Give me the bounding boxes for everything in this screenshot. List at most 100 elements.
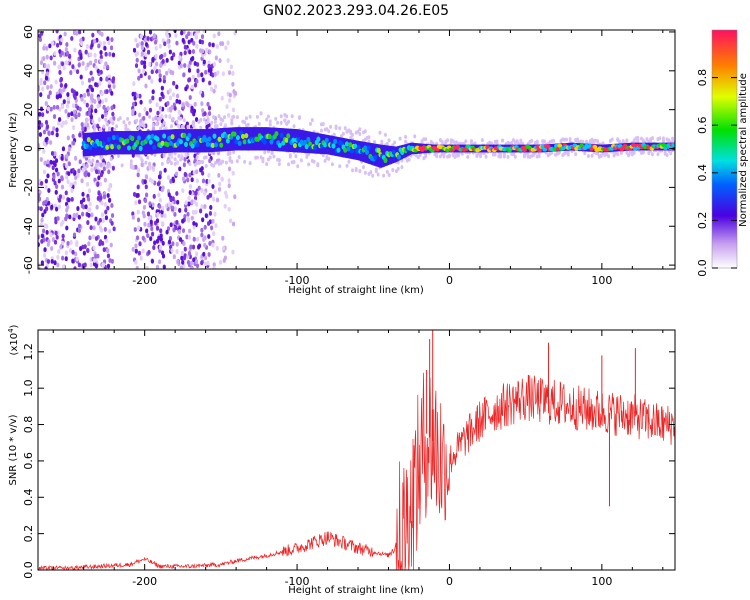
spectrogram-cell <box>48 43 52 49</box>
colorbar-tick-label: 0.4 <box>696 164 709 182</box>
spectrogram-cell <box>232 131 237 137</box>
spectrogram-cell <box>61 61 65 67</box>
spectrogram-cell <box>206 117 210 122</box>
spectrogram-cell <box>38 33 42 39</box>
spectrogram-cell <box>111 52 116 58</box>
spectrogram-cell <box>265 117 269 122</box>
spectrogram-cell <box>140 162 144 167</box>
spectrogram-cell <box>102 162 106 167</box>
spectrogram-cell <box>364 141 366 163</box>
spectrogram-cell <box>188 49 192 55</box>
spectrogram-cell <box>74 251 78 257</box>
spectrogram-cell <box>88 145 93 151</box>
spectrogram-cell <box>187 63 191 69</box>
spectrogram-cell <box>135 265 139 269</box>
spectrogram-cell <box>131 91 135 97</box>
spectrogram-cell <box>52 126 56 131</box>
spectrogram-cell <box>186 259 191 265</box>
spectrogram-cell <box>186 254 190 260</box>
spectrogram-cell <box>195 142 200 148</box>
spectrogram-cell <box>193 199 197 205</box>
spectrogram-cell <box>181 176 186 182</box>
spectrogram-cell <box>292 142 297 149</box>
spectrogram-cell <box>73 180 77 186</box>
spectrogram-cell <box>137 225 141 231</box>
snr-ytick-label: 0.2 <box>22 525 35 543</box>
spectrogram-cell <box>302 139 307 146</box>
spectrogram-cell <box>296 164 300 169</box>
spectrogram-cell <box>601 141 605 146</box>
spectrogram-cell <box>122 120 126 125</box>
spectrogram-cell <box>177 60 181 66</box>
spectrogram-cell <box>137 135 142 141</box>
spectrogram-cell <box>242 139 247 145</box>
spectrogram-cell <box>99 162 103 168</box>
spectrogram-cell <box>49 106 53 112</box>
spectrogram-cell <box>162 78 166 84</box>
spectrogram-cell <box>206 194 210 200</box>
spectrogram-cell <box>213 119 217 124</box>
spectrogram-cell <box>163 41 167 47</box>
spectrogram-cell <box>159 228 163 234</box>
spectrogram-cell <box>170 134 175 140</box>
spectrogram-cell <box>358 127 362 132</box>
spectrogram-cell <box>85 102 89 108</box>
spectrogram-cell <box>191 129 194 153</box>
spectrogram-cell <box>105 122 109 127</box>
spectrogram-cell <box>369 170 373 175</box>
spectrogram-cell <box>210 120 214 125</box>
spectrogram-cell <box>54 219 58 225</box>
spectrogram-cell <box>521 141 525 146</box>
spectrogram-cell <box>185 234 189 240</box>
spectrogram-cell <box>407 157 411 162</box>
snr-ytick-label: 1.0 <box>22 379 35 397</box>
spectrogram-cell <box>46 173 50 179</box>
spectrogram-cell <box>267 134 272 140</box>
spectrogram-cell <box>272 154 276 159</box>
spectrogram-cell <box>58 70 62 75</box>
spectrogram-cell <box>61 120 66 126</box>
spectrogram-cell <box>221 128 224 152</box>
spectrogram-cell <box>103 45 107 51</box>
spectrogram-cell <box>170 104 174 110</box>
spectrogram-cell <box>200 227 204 233</box>
spectrogram-cell <box>176 123 181 129</box>
spectrogram-cell <box>224 133 229 139</box>
spectrogram-cell <box>645 137 649 142</box>
spectrogram-cell <box>132 81 136 87</box>
spectrogram-cell <box>140 60 144 66</box>
spectrogram-cell <box>158 170 163 176</box>
spectrogram-cell <box>336 147 341 153</box>
spectrogram-cell <box>665 153 669 158</box>
spectrogram-cell <box>213 189 217 195</box>
spectrogram-cell <box>424 137 428 142</box>
spectrogram-cell <box>90 167 94 173</box>
spectrogram-cell <box>286 133 291 139</box>
spectrogram-cell <box>192 236 196 242</box>
spectrogram-cell <box>132 47 137 53</box>
spectrogram-cell <box>94 263 99 269</box>
spectrogram-cell <box>269 139 274 145</box>
spectrogram-cell <box>139 33 144 39</box>
spectrogram-cell <box>102 194 107 200</box>
spectrogram-cell <box>175 191 179 196</box>
spectrogram-cell <box>178 166 182 172</box>
spectrogram-cell <box>404 139 408 144</box>
spectrogram-cell <box>175 98 179 104</box>
snr-scale-close: ) <box>9 324 20 328</box>
spectrogram-cell <box>160 123 164 128</box>
spectrogram-cell <box>186 177 190 183</box>
spectrogram-cell <box>147 250 151 255</box>
spectrogram-cell <box>188 129 191 153</box>
spectrogram-cell <box>89 114 94 120</box>
spectrogram-cell <box>208 158 212 164</box>
spectrogram-cell <box>39 106 44 112</box>
spectrogram-cell <box>57 120 61 126</box>
spectrogram-cell <box>207 63 211 69</box>
spectrogram-cell <box>168 95 173 101</box>
spectrogram-cell <box>45 54 49 60</box>
spectrogram-cell <box>135 50 140 56</box>
spectrogram-cell <box>112 84 116 89</box>
spectrogram-cell <box>42 149 46 154</box>
